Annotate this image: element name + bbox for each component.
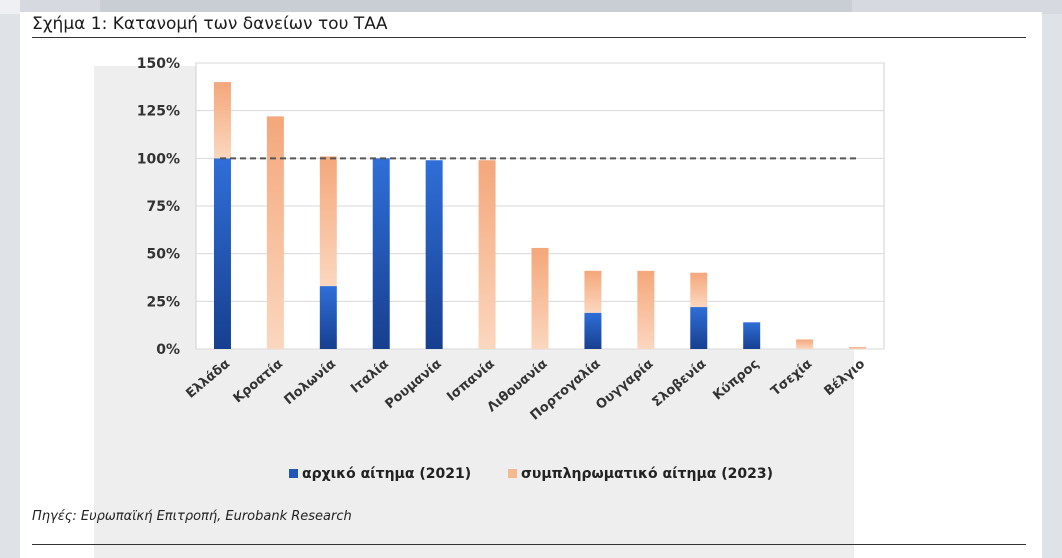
bars: [213, 82, 867, 350]
bar-supplementary: [266, 116, 284, 350]
bar-initial: [319, 286, 337, 349]
legend-item-initial: αρχικό αίτημα (2021): [289, 466, 471, 482]
source-note: Πηγές: Ευρωπαϊκή Επιτροπή, Eurobank Rese…: [32, 509, 352, 524]
legend-swatch-supplementary: [507, 469, 517, 478]
y-tick-label: 125%: [137, 104, 180, 120]
bar-initial: [372, 158, 390, 349]
bar-initial: [690, 307, 708, 349]
bar-supplementary: [849, 347, 867, 349]
bar-initial: [743, 322, 761, 349]
y-tick-label: 100%: [137, 151, 180, 167]
x-tick-label: Πολωνία: [282, 357, 339, 409]
y-tick-label: 25%: [146, 294, 180, 310]
bar-supplementary: [213, 82, 231, 159]
bar-initial: [425, 160, 443, 349]
legend-swatch-initial: [289, 469, 298, 478]
y-tick-label: 150%: [137, 56, 180, 72]
x-tick-label: Ελλάδα: [183, 357, 233, 402]
bar-initial: [213, 158, 231, 349]
bar-supplementary: [584, 270, 602, 313]
x-tick-label: Κύπρος: [710, 357, 762, 404]
legend-label-initial: αρχικό αίτημα (2021): [302, 466, 472, 482]
bar-supplementary: [478, 160, 496, 349]
top-left-block: [0, 0, 20, 14]
figure-title: Σχήμα 1: Κατανομή των δανείων του ΤΑΑ: [32, 14, 388, 34]
chart: 0% 25% 50% 75% 100% 125% 150% ΕλλάδαΚροατίαΠολ…: [137, 56, 885, 424]
bar-supplementary: [796, 339, 814, 349]
top-mid-block: [100, 0, 852, 14]
bar-supplementary: [531, 247, 549, 349]
legend-label-supplementary: συμπληρωματικό αίτημα (2023): [520, 466, 773, 482]
title-rule: [32, 37, 1026, 38]
x-tick-label: Τσεχία: [768, 357, 815, 400]
x-tick-label: Κροατία: [231, 357, 286, 407]
bar-initial: [584, 312, 602, 349]
x-tick-label: Ουγγαρία: [593, 357, 656, 413]
bar-supplementary: [637, 270, 655, 349]
x-tick-label: Ισπανία: [444, 357, 497, 405]
document-page: Σχήμα 1: Κατανομή των δανείων του ΤΑΑ 0%…: [20, 12, 1042, 558]
bottom-rule: [32, 544, 1026, 545]
x-tick-label: Ρουμανία: [383, 357, 445, 413]
y-tick-label: 0%: [156, 342, 180, 358]
legend: αρχικό αίτημα (2021) συμπληρωματικό αίτη…: [20, 466, 1042, 482]
legend-item-supplementary: συμπληρωματικό αίτημα (2023): [507, 466, 773, 482]
bar-supplementary: [690, 272, 708, 308]
x-tick-label: Σλοβενία: [650, 357, 710, 411]
y-tick-label: 50%: [146, 247, 180, 263]
x-tick-label: Ιταλία: [348, 357, 392, 397]
top-band: [0, 0, 1062, 14]
bar-supplementary: [319, 156, 337, 287]
y-axis-ticks: 0% 25% 50% 75% 100% 125% 150%: [137, 56, 180, 358]
x-tick-label: Βέλγιο: [822, 357, 869, 400]
y-tick-label: 75%: [146, 199, 180, 215]
